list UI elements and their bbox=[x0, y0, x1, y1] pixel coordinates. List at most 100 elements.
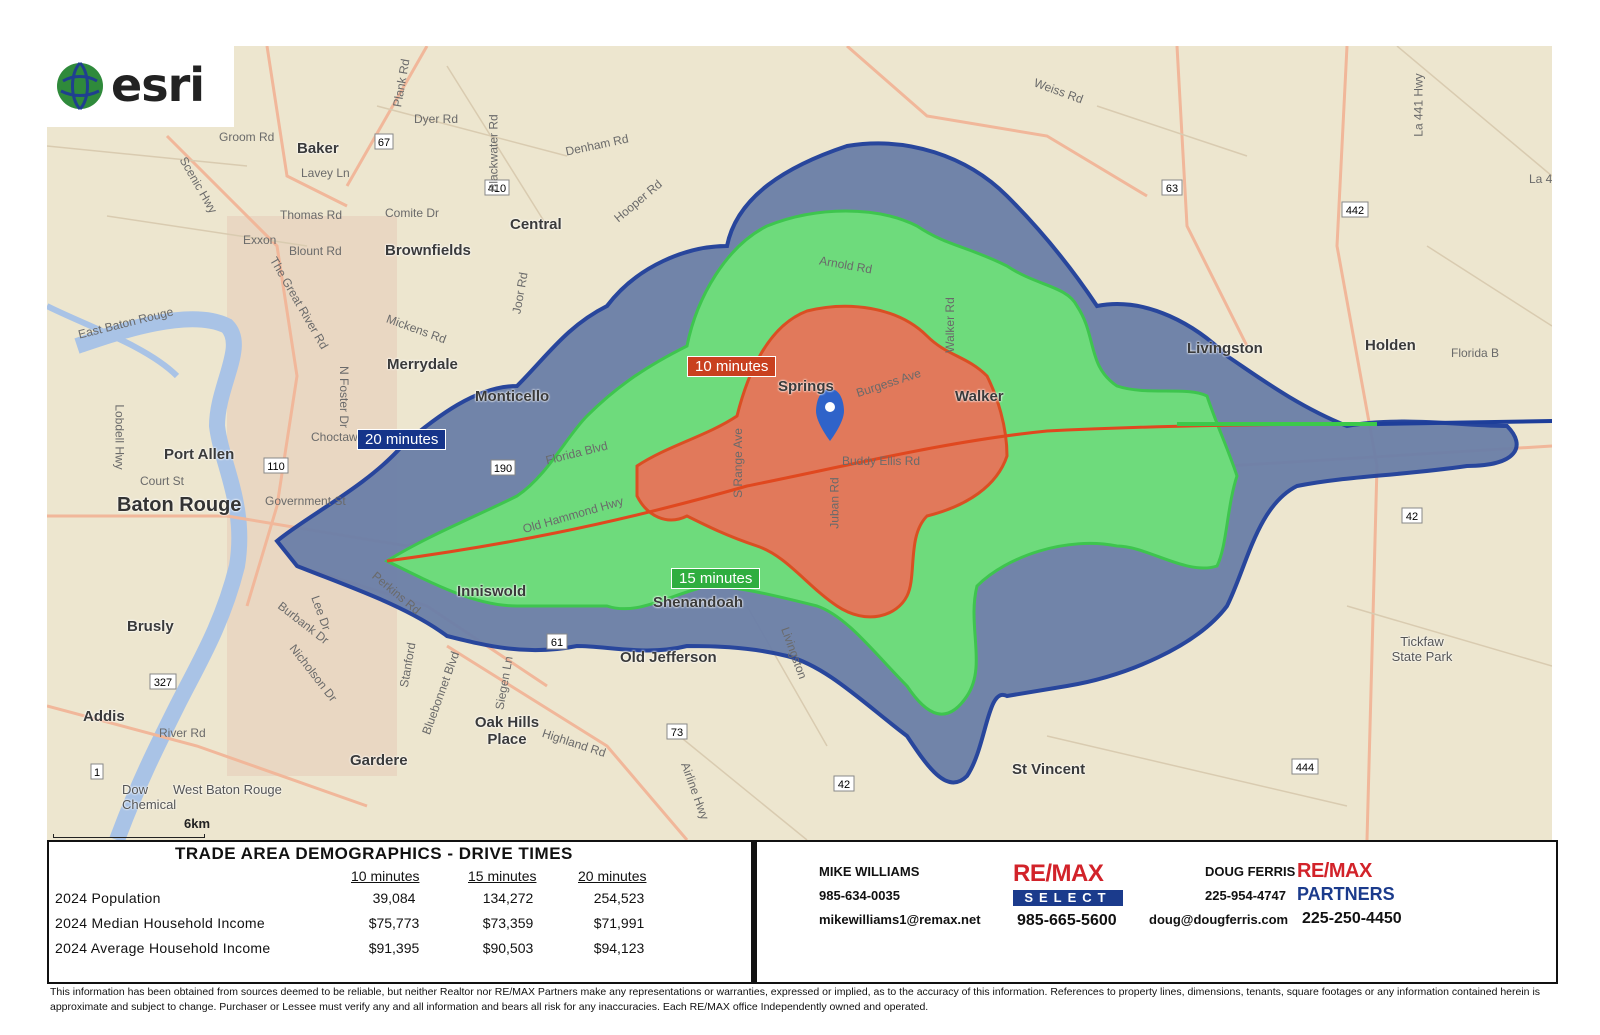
scale-bar bbox=[53, 834, 205, 838]
place-label: Springs bbox=[778, 378, 834, 395]
agent1-email[interactable]: mikewilliams1@remax.net bbox=[819, 912, 981, 927]
place-label: Walker bbox=[955, 388, 1004, 405]
demographics-panel: TRADE AREA DEMOGRAPHICS - DRIVE TIMES 10… bbox=[47, 840, 753, 984]
shield-42b-icon: 42 bbox=[1406, 511, 1418, 523]
road-label: Lobdell Hwy bbox=[112, 404, 127, 470]
agent2-email[interactable]: doug@dougferris.com bbox=[1149, 912, 1289, 927]
road-label: Florida B bbox=[1451, 346, 1500, 360]
table-cell: $90,503 bbox=[482, 940, 534, 956]
esri-wordmark: esri bbox=[111, 58, 205, 112]
place-label: Baker bbox=[297, 140, 339, 157]
route-shields: 67 410 110 190 61 327 1 73 42 63 442 42 … bbox=[90, 133, 1423, 792]
contact-panel: MIKE WILLIAMS 985-634-0035 mikewilliams1… bbox=[753, 840, 1558, 984]
place-label: Shenandoah bbox=[653, 594, 744, 611]
road-label: Exxon bbox=[243, 233, 277, 247]
place-label: Old Jefferson bbox=[620, 649, 717, 666]
remax-partners-text: PARTNERS bbox=[1297, 884, 1395, 904]
place-label: West Baton Rouge bbox=[173, 782, 282, 797]
globe-icon bbox=[57, 61, 103, 111]
column-header: 20 minutes bbox=[578, 868, 647, 884]
shield-110-icon: 110 bbox=[267, 461, 285, 473]
disclaimer-text: This information has been obtained from … bbox=[50, 986, 1541, 1013]
shield-42-icon: 42 bbox=[838, 779, 850, 791]
place-label: Dow Chemical bbox=[122, 782, 177, 812]
remax-select-logo: RE/MAX bbox=[1013, 860, 1104, 888]
place-label: Gardere bbox=[350, 752, 408, 769]
road-label: Thomas Rd bbox=[280, 208, 343, 222]
table-cell: 39,084 bbox=[372, 890, 416, 906]
shield-327-icon: 327 bbox=[154, 677, 172, 689]
place-label: Addis bbox=[83, 708, 125, 725]
remax-wordmark: RE/MAX bbox=[1013, 860, 1104, 887]
road-label: Government St bbox=[265, 494, 346, 508]
place-label: Brusly bbox=[127, 618, 174, 635]
place-label: Monticello bbox=[475, 388, 550, 405]
shield-63-icon: 63 bbox=[1166, 183, 1178, 195]
shield-442-icon: 442 bbox=[1346, 205, 1364, 217]
place-label: Port Allen bbox=[164, 446, 235, 463]
road-label: Walker Rd bbox=[942, 297, 957, 353]
road-label: Lavey Ln bbox=[301, 166, 350, 180]
scale-label: 6km bbox=[184, 816, 211, 831]
road-label: La 44 bbox=[1529, 172, 1552, 186]
place-label: Central bbox=[510, 216, 562, 233]
place-label-baton-rouge: Baton Rouge bbox=[117, 494, 242, 516]
table-cell: $71,991 bbox=[593, 915, 645, 931]
road-label: Court St bbox=[140, 474, 185, 488]
remax-wordmark: RE/MAX bbox=[1297, 860, 1372, 882]
shield-410-icon: 410 bbox=[488, 183, 506, 195]
road-label: Buddy Ellis Rd bbox=[842, 454, 921, 468]
road-label: Dyer Rd bbox=[414, 112, 459, 126]
shield-1-icon: 1 bbox=[94, 767, 100, 779]
place-label: Brownfields bbox=[385, 242, 471, 259]
road-label: Blackwater Rd bbox=[486, 114, 501, 192]
agent2-office-phone[interactable]: 225-250-4450 bbox=[1302, 910, 1402, 927]
place-label: St Vincent bbox=[1012, 761, 1086, 778]
demographics-title: TRADE AREA DEMOGRAPHICS - DRIVE TIMES bbox=[175, 844, 573, 863]
esri-logo: esri bbox=[47, 46, 234, 127]
drive-time-15-label: 15 minutes bbox=[671, 568, 761, 589]
table-cell: 134,272 bbox=[482, 890, 534, 906]
road-label: Comite Dr bbox=[385, 206, 440, 220]
place-label: Tickfaw State Park bbox=[1391, 634, 1453, 664]
shield-444-icon: 444 bbox=[1296, 762, 1314, 774]
drive-time-10-zone[interactable] bbox=[635, 304, 1009, 619]
agent1-office-phone[interactable]: 985-665-5600 bbox=[1017, 912, 1117, 929]
table-cell: $73,359 bbox=[482, 915, 534, 931]
row-label-median-income: 2024 Median Household Income bbox=[55, 915, 265, 931]
shield-61-icon: 61 bbox=[551, 637, 563, 649]
place-label: Livingston bbox=[1187, 340, 1263, 357]
remax-partners-logo: RE/MAX bbox=[1297, 860, 1372, 883]
table-cell: $75,773 bbox=[368, 915, 420, 931]
road-label: S Range Ave bbox=[730, 428, 745, 498]
road-label: River Rd bbox=[159, 726, 206, 740]
place-label: Merrydale bbox=[387, 356, 458, 373]
remax-select-bar: SELECT bbox=[1013, 890, 1123, 906]
row-label-population: 2024 Population bbox=[55, 890, 161, 906]
column-header: 10 minutes bbox=[351, 868, 420, 884]
agent2-phone[interactable]: 225-954-4747 bbox=[1205, 888, 1286, 903]
location-pin-icon[interactable] bbox=[816, 389, 844, 441]
agent1-phone[interactable]: 985-634-0035 bbox=[819, 888, 900, 903]
road-label: Choctaw bbox=[311, 430, 358, 444]
drive-time-10-label: 10 minutes bbox=[687, 356, 777, 377]
table-cell: $94,123 bbox=[593, 940, 645, 956]
road-label: La 441 Hwy bbox=[1411, 73, 1426, 137]
river-branch bbox=[47, 303, 180, 379]
place-label: Oak Hills Place bbox=[474, 714, 540, 748]
place-label: Inniswold bbox=[457, 583, 527, 600]
shield-73-icon: 73 bbox=[671, 727, 683, 739]
road-label: Juban Rd bbox=[827, 477, 842, 529]
trade-area-map[interactable]: 67 410 110 190 61 327 1 73 42 63 442 42 … bbox=[47, 46, 1552, 840]
road-label: Groom Rd bbox=[219, 130, 275, 144]
agent2-name: DOUG FERRIS bbox=[1205, 864, 1296, 879]
map-graphics: 67 410 110 190 61 327 1 73 42 63 442 42 … bbox=[47, 46, 1552, 840]
shield-190-icon: 190 bbox=[494, 463, 512, 475]
road-label: Blount Rd bbox=[289, 244, 342, 258]
place-label: Holden bbox=[1365, 337, 1416, 354]
column-header: 15 minutes bbox=[468, 868, 537, 884]
interstate-12-20min bbox=[1376, 419, 1552, 426]
mississippi-river bbox=[74, 311, 248, 840]
table-cell: 254,523 bbox=[593, 890, 645, 906]
drive-time-20-label: 20 minutes bbox=[357, 429, 447, 450]
